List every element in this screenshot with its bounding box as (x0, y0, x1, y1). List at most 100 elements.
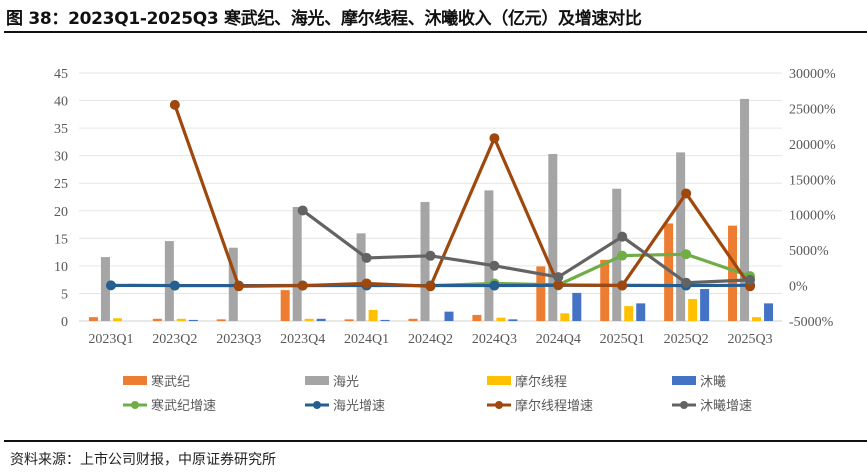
category-label: 2023Q1 (88, 332, 133, 347)
legend-swatch (672, 376, 696, 385)
bar-2 (164, 241, 174, 321)
left-tick-label: 10 (54, 260, 68, 275)
line-point-4 (361, 252, 372, 263)
line-point-4 (297, 205, 308, 216)
legend-marker (131, 401, 139, 409)
bar-3 (176, 318, 186, 321)
bar-2 (676, 152, 686, 321)
bar-1 (280, 290, 290, 321)
bar-1 (536, 266, 546, 321)
legend-item: 沐曦 (672, 374, 726, 390)
left-tick-label: 25 (54, 177, 68, 192)
legend-item: 海光增速 (305, 399, 385, 414)
category-label: 2023Q4 (280, 332, 325, 347)
right-tick-label: 30000% (789, 67, 836, 82)
bar-1 (664, 223, 674, 321)
line-series-4 (301, 209, 751, 285)
left-tick-label: 20 (54, 205, 68, 220)
line-point-4 (681, 277, 692, 288)
line-point-2 (169, 280, 180, 291)
bar-3 (688, 298, 698, 321)
line-point-3 (425, 281, 436, 292)
bar-1 (728, 225, 738, 321)
left-tick-label: 40 (54, 95, 68, 110)
bar-1 (344, 319, 354, 321)
bar-3 (368, 309, 378, 321)
source-note: 资料来源：上市公司财报，中原证券研究所 (10, 452, 276, 468)
legend-swatch (123, 376, 147, 385)
line-point-4 (617, 231, 628, 242)
legend-label: 寒武纪增速 (151, 398, 216, 414)
line-point-1 (617, 250, 628, 261)
bar-3 (560, 313, 570, 321)
category-label: 2023Q2 (152, 332, 197, 347)
bar-2 (484, 190, 494, 321)
legend-item: 寒武纪增速 (123, 398, 216, 414)
bar-2 (612, 188, 622, 321)
left-tick-label: 15 (54, 232, 68, 247)
legend-marker (495, 401, 503, 409)
category-label: 2023Q3 (216, 332, 261, 347)
bar-4 (508, 319, 518, 321)
line-point-3 (297, 280, 308, 291)
legend-item: 摩尔线程 (487, 374, 567, 390)
category-label: 2025Q3 (727, 332, 772, 347)
line-point-1 (681, 249, 692, 260)
right-tick-label: 5000% (789, 244, 829, 259)
legend-label: 沐曦增速 (700, 398, 752, 414)
bar-2 (420, 201, 430, 321)
left-tick-label: 35 (54, 122, 68, 137)
bar-1 (472, 314, 482, 321)
bar-3 (112, 318, 122, 321)
legend-label: 摩尔线程增速 (515, 398, 593, 414)
line-point-4 (745, 274, 756, 285)
right-tick-label: 20000% (789, 138, 836, 153)
bar-3 (304, 318, 314, 321)
bar-3 (752, 317, 762, 321)
left-tick-label: 5 (61, 287, 68, 302)
figure-title: 图 38：2023Q1-2025Q3 寒武纪、海光、摩尔线程、沐曦收入（亿元）及… (6, 9, 642, 29)
legend-marker (313, 401, 321, 409)
bar-3 (496, 317, 506, 321)
legend-item: 摩尔线程增速 (487, 398, 593, 414)
legend-item: 沐曦增速 (672, 398, 752, 414)
category-label: 2024Q2 (408, 332, 453, 347)
legend-swatch (487, 376, 511, 385)
right-tick-label: 15000% (789, 173, 836, 188)
bar-4 (444, 311, 454, 321)
right-tick-label: 0% (789, 280, 808, 295)
left-tick-label: 0 (61, 315, 68, 330)
bar-1 (216, 319, 226, 321)
bar-4 (188, 319, 198, 321)
line-series-3 (173, 104, 752, 288)
legend-label: 摩尔线程 (515, 374, 567, 390)
legend-item: 寒武纪 (123, 374, 190, 390)
bar-2 (356, 233, 366, 321)
bar-2 (100, 257, 110, 321)
right-tick-label: 25000% (789, 102, 836, 117)
bar-1 (152, 318, 162, 321)
bar-2 (740, 98, 750, 321)
line-point-4 (489, 260, 500, 271)
category-label: 2024Q3 (472, 332, 517, 347)
bar-1 (88, 317, 98, 321)
category-label: 2025Q2 (664, 332, 709, 347)
legend-label: 海光增速 (333, 399, 385, 414)
line-point-3 (617, 280, 628, 291)
left-tick-label: 45 (54, 67, 68, 82)
line-point-3 (169, 99, 180, 110)
bar-1 (600, 259, 610, 321)
bar-1 (408, 318, 418, 321)
bar-2 (548, 154, 558, 321)
title-divider (4, 31, 867, 33)
line-point-4 (425, 250, 436, 261)
right-tick-label: -5000% (789, 315, 834, 330)
bar-4 (572, 292, 582, 321)
line-series-1 (174, 252, 751, 288)
legend-marker (680, 401, 688, 409)
left-tick-label: 30 (54, 150, 68, 165)
category-label: 2024Q1 (344, 332, 389, 347)
legend-label: 沐曦 (700, 374, 726, 390)
line-point-3 (681, 188, 692, 199)
bar-4 (380, 319, 390, 321)
